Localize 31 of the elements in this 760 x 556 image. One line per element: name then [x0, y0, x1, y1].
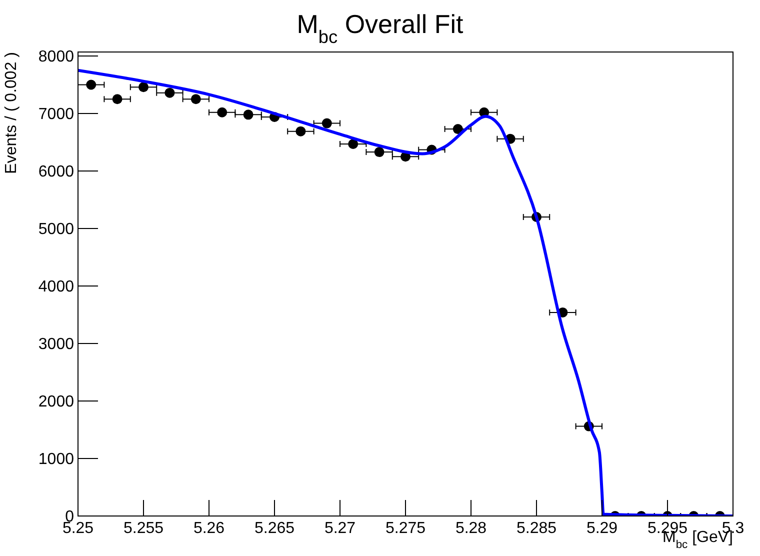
y-tick-label: 4000 — [38, 278, 74, 296]
y-tick-label: 5000 — [38, 221, 74, 238]
point — [348, 138, 358, 149]
y-tick-label: 6000 — [38, 164, 74, 181]
point — [164, 88, 175, 98]
point — [138, 82, 148, 92]
y-axis-title: Events / ( 0.002 ) — [3, 52, 20, 174]
point — [217, 107, 228, 118]
x-tick-label: 5.265 — [254, 520, 295, 537]
y-tick-label: 3000 — [38, 336, 74, 354]
point — [243, 110, 254, 120]
chart-title: M$_{bc}$ Overall Fit — [296, 9, 464, 47]
y-tick-label: 1000 — [38, 451, 74, 468]
y-tick-label: 2000 — [38, 394, 74, 411]
x-tick-label: 5.285 — [516, 520, 557, 537]
x-tick-label: 5.29 — [586, 520, 618, 537]
x-tick-label: 5.275 — [385, 520, 426, 537]
x-tick-label: 5.28 — [455, 520, 487, 537]
x-tick-label: 5.27 — [324, 520, 356, 537]
x-tick-label: 5.26 — [193, 520, 225, 537]
y-tick-label: 7000 — [38, 106, 74, 124]
point — [112, 94, 122, 104]
line-series — [78, 68, 733, 516]
point — [190, 94, 201, 104]
point — [452, 124, 463, 134]
point — [296, 126, 306, 136]
y-tick-label: 8000 — [38, 48, 74, 66]
point — [86, 80, 96, 90]
point — [322, 118, 332, 128]
x-tick-label: 5.255 — [123, 520, 164, 537]
point — [374, 147, 384, 158]
